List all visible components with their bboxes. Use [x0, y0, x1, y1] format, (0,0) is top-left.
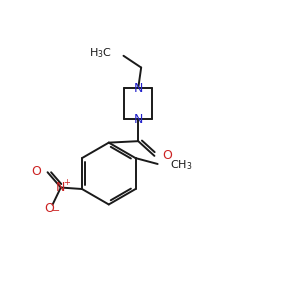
- Text: CH$_3$: CH$_3$: [170, 159, 193, 172]
- Text: O: O: [162, 149, 172, 162]
- Text: O: O: [31, 165, 41, 178]
- Text: N: N: [134, 112, 143, 126]
- Text: N: N: [134, 82, 143, 95]
- Text: +: +: [63, 178, 70, 187]
- Text: −: −: [52, 206, 60, 216]
- Text: O: O: [45, 202, 55, 215]
- Text: N: N: [56, 181, 65, 194]
- Text: H$_3$C: H$_3$C: [89, 46, 112, 60]
